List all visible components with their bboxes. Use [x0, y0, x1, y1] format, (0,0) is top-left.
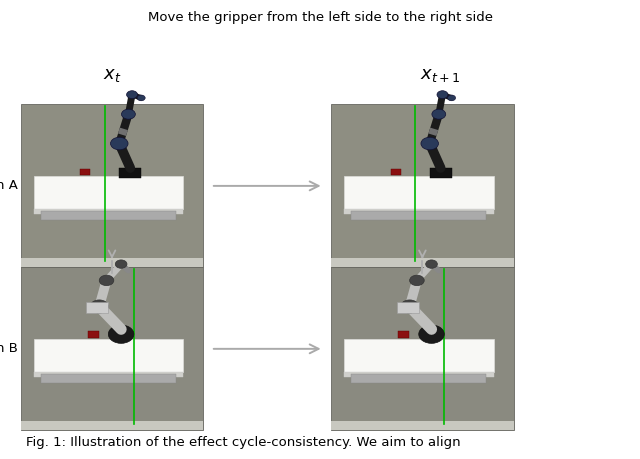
Circle shape — [447, 95, 456, 101]
Circle shape — [419, 325, 444, 343]
Text: Domain A: Domain A — [0, 179, 18, 192]
Circle shape — [127, 91, 138, 99]
Circle shape — [426, 260, 437, 269]
Bar — [351, 374, 486, 383]
Bar — [33, 176, 183, 209]
Bar — [332, 257, 514, 267]
Bar — [41, 211, 175, 220]
Bar — [344, 209, 493, 213]
Bar — [344, 339, 493, 372]
Circle shape — [437, 91, 448, 99]
Bar — [391, 169, 401, 175]
Circle shape — [99, 275, 114, 285]
Bar — [429, 168, 452, 178]
Bar — [33, 339, 183, 372]
Bar — [344, 176, 493, 209]
Text: Move the gripper from the left side to the right side: Move the gripper from the left side to t… — [147, 11, 493, 24]
Bar — [332, 420, 514, 431]
Bar — [86, 302, 108, 313]
Text: Domain B: Domain B — [0, 342, 18, 355]
Bar — [33, 372, 183, 376]
Circle shape — [90, 300, 108, 313]
Circle shape — [421, 137, 438, 150]
Circle shape — [137, 95, 145, 101]
Bar — [398, 331, 409, 338]
Bar — [332, 267, 514, 431]
Bar — [88, 331, 99, 338]
Circle shape — [401, 300, 419, 313]
Bar — [397, 302, 419, 313]
Bar — [20, 104, 204, 267]
Text: Fig. 1: Illustration of the effect cycle-consistency. We aim to align: Fig. 1: Illustration of the effect cycle… — [26, 436, 460, 449]
Text: $x_{t+1}$: $x_{t+1}$ — [420, 66, 461, 84]
Circle shape — [111, 137, 128, 150]
Bar — [119, 168, 141, 178]
Circle shape — [410, 275, 424, 285]
Circle shape — [122, 109, 135, 119]
Bar — [20, 257, 204, 267]
Bar — [20, 267, 204, 431]
Bar — [344, 372, 493, 376]
Circle shape — [432, 109, 445, 119]
Text: $x_t$: $x_t$ — [103, 66, 121, 84]
Bar — [81, 169, 90, 175]
Bar — [20, 420, 204, 431]
Circle shape — [115, 260, 127, 269]
Circle shape — [108, 325, 134, 343]
Bar — [33, 209, 183, 213]
Bar — [351, 211, 486, 220]
Bar — [332, 104, 514, 267]
Bar — [41, 374, 175, 383]
